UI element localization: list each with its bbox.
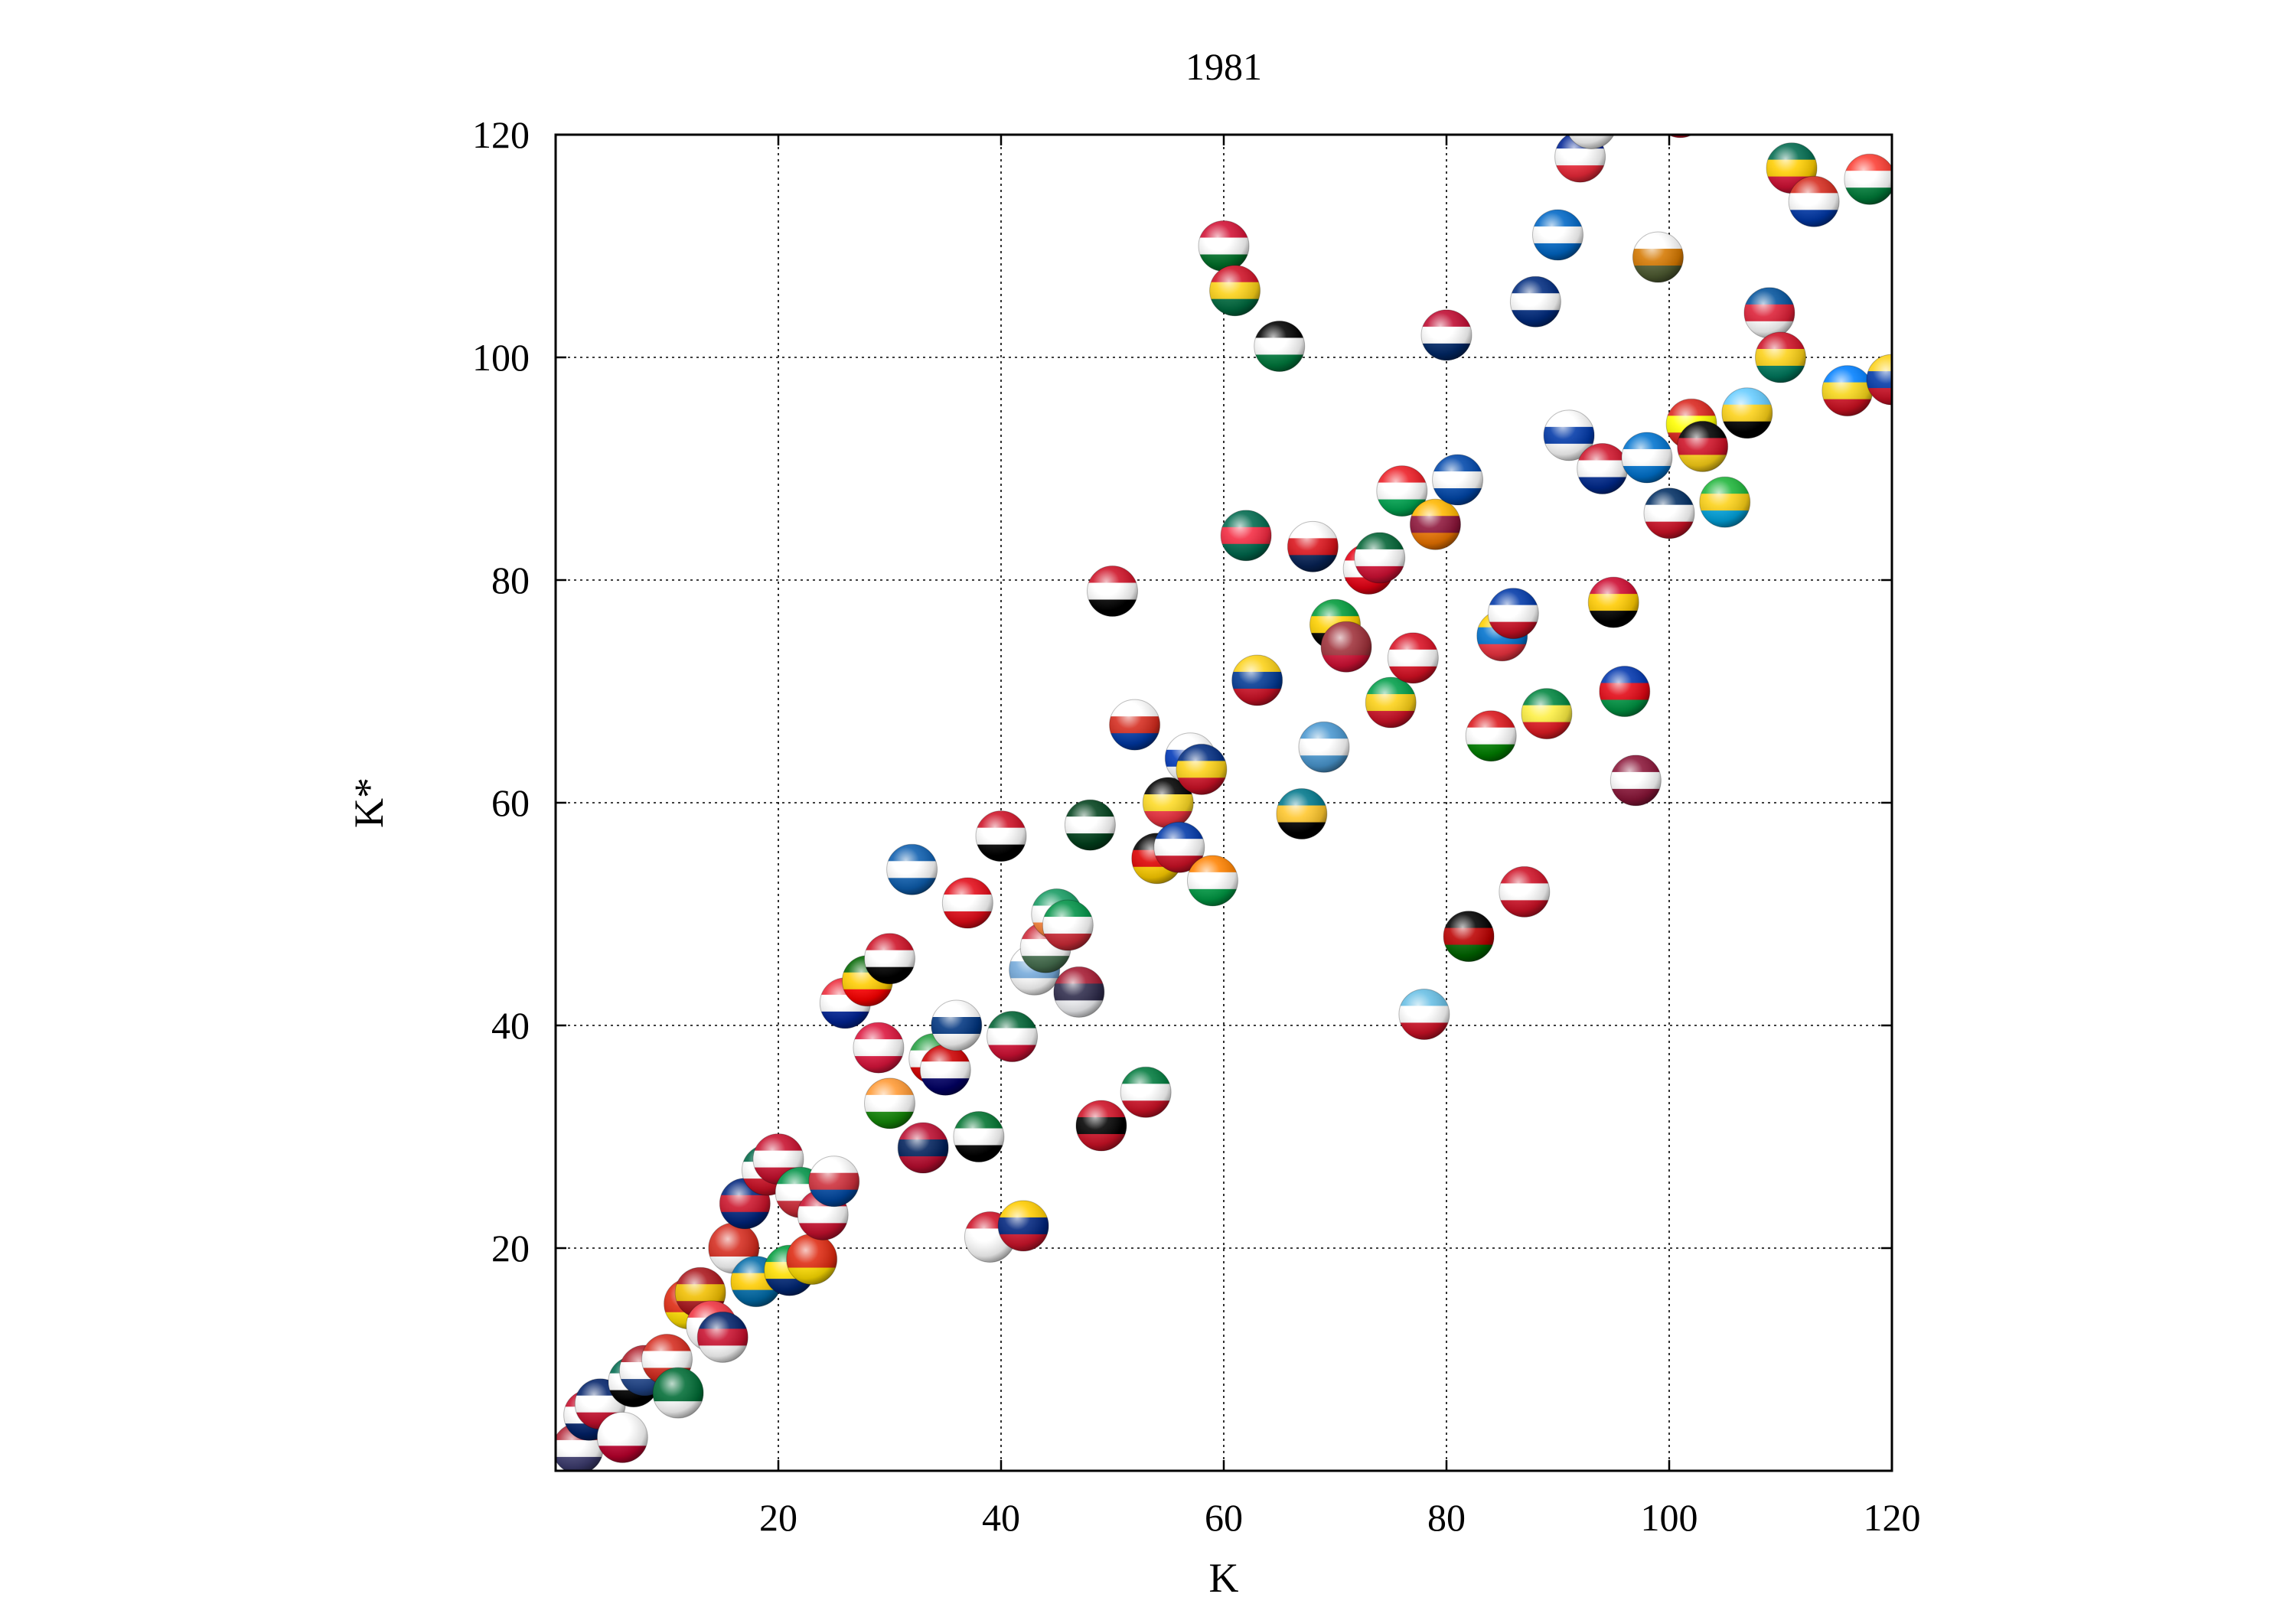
flag-point: [1198, 220, 1250, 272]
flag-point: [786, 1234, 838, 1286]
flag-point: [1499, 865, 1551, 918]
flag-point: [1465, 710, 1517, 762]
x-tick-label: 100: [1641, 1496, 1698, 1539]
flag-point: [1042, 899, 1094, 951]
y-tick-label: 100: [472, 336, 530, 379]
flag-point: [1587, 576, 1639, 628]
x-tick-label: 120: [1864, 1496, 1921, 1539]
flag-point: [1621, 432, 1673, 484]
flag-point: [1643, 487, 1695, 539]
flag-point: [864, 933, 915, 985]
flag-point: [886, 843, 938, 895]
flag-point: [975, 810, 1027, 862]
flag-point: [1554, 135, 1606, 183]
flag-point: [1231, 654, 1283, 706]
flag-point: [1509, 275, 1561, 328]
flag-point: [931, 999, 983, 1051]
x-tick-label: 80: [1427, 1496, 1466, 1539]
flag-point: [1743, 287, 1795, 339]
x-tick-label: 40: [982, 1496, 1020, 1539]
flag-point: [1120, 1066, 1172, 1118]
flag-point: [1420, 309, 1473, 361]
y-tick-label: 120: [472, 113, 530, 156]
flag-point: [1566, 135, 1617, 149]
y-tick-label: 80: [491, 559, 530, 601]
flag-point: [1220, 510, 1272, 562]
flag-point: [1577, 443, 1629, 494]
flag-point: [696, 1311, 748, 1363]
flag-point: [1365, 676, 1417, 729]
flag-point: [1755, 331, 1806, 383]
flag-point: [1655, 135, 1706, 139]
flag-point: [1677, 420, 1729, 472]
flag-point: [1153, 821, 1205, 873]
flag-point: [1287, 520, 1339, 572]
flag-point: [1788, 175, 1840, 227]
y-axis-tick-labels: 20 40 60 80 100 120: [472, 113, 530, 1270]
flag-point: [1053, 966, 1105, 1018]
flag-point: [1075, 1100, 1127, 1152]
flag-point: [864, 1077, 915, 1129]
flag-point: [1487, 588, 1539, 640]
y-tick-label: 40: [491, 1004, 530, 1047]
flag-point: [1176, 743, 1228, 795]
flag-point: [596, 1411, 648, 1463]
y-tick-label: 20: [491, 1227, 530, 1270]
flag-point: [1276, 788, 1328, 840]
flag-point: [1443, 911, 1495, 963]
flag-point: [1821, 365, 1874, 417]
flag-point: [987, 1011, 1039, 1063]
flag-point: [1398, 988, 1450, 1040]
x-tick-label: 20: [759, 1496, 797, 1539]
y-tick-label: 60: [491, 781, 530, 824]
flag-point: [897, 1122, 949, 1174]
plot-frame: [554, 133, 1893, 1472]
flag-point: [1632, 231, 1684, 283]
flag-point: [1599, 666, 1651, 717]
data-points: [556, 135, 1892, 1471]
flag-point: [1409, 498, 1461, 550]
flag-point: [808, 1156, 860, 1208]
flag-point: [1320, 621, 1372, 673]
x-axis-label: K: [1209, 1555, 1239, 1601]
flag-point: [1699, 476, 1751, 528]
y-axis-label: K*: [346, 777, 392, 828]
flag-point: [1721, 387, 1773, 439]
flag-point: [1209, 265, 1261, 317]
flag-point: [1387, 632, 1439, 684]
x-tick-label: 60: [1205, 1496, 1243, 1539]
flag-point: [1844, 153, 1892, 205]
x-axis-tick-labels: 20 40 60 80 100 120: [759, 1496, 1921, 1539]
flag-point: [1354, 532, 1406, 584]
flag-point: [919, 1044, 971, 1096]
flag-point: [1432, 454, 1484, 506]
chart-title: 1981: [1186, 45, 1262, 88]
flag-point: [953, 1111, 1005, 1162]
flag-point: [1186, 855, 1238, 907]
flag-point: [1087, 566, 1138, 618]
flag-point: [1064, 799, 1116, 851]
flag-point: [853, 1022, 905, 1074]
flag-point: [941, 877, 993, 929]
flag-point: [1521, 688, 1573, 740]
flag-point: [1254, 320, 1306, 372]
flag-point: [1609, 755, 1662, 807]
flag-point: [1532, 209, 1583, 261]
flag-point: [652, 1367, 704, 1419]
flag-point: [1298, 721, 1350, 773]
flag-point: [1109, 699, 1161, 751]
flag-point: [1376, 465, 1428, 517]
flag-point: [997, 1200, 1049, 1252]
